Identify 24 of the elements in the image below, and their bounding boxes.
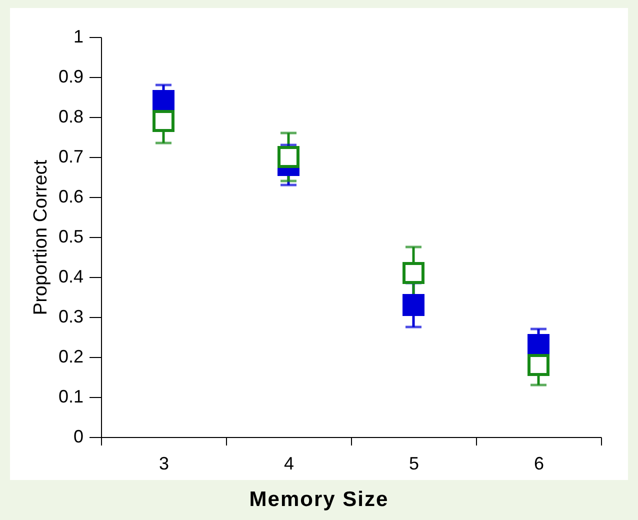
point	[152, 110, 174, 132]
x-axis-title: Memory Size	[248, 488, 390, 512]
y-tick-label: 0.7	[58, 146, 84, 166]
y-tick-label: 0.4	[58, 266, 84, 286]
y-tick-label: 0.8	[58, 106, 84, 126]
point	[528, 334, 550, 356]
x-tick-label: 5	[408, 454, 420, 474]
y-tick-label: 1	[73, 26, 84, 46]
y-tick-label: 0.3	[58, 306, 84, 326]
x-tick-label: 6	[534, 454, 544, 474]
y-tick-label: 0.5	[58, 226, 84, 246]
y-tick-label: 0.1	[58, 386, 84, 406]
y-tick-label: 0.6	[58, 186, 84, 206]
point	[278, 146, 300, 168]
point	[528, 354, 550, 376]
x-tick-label: 4	[284, 454, 294, 474]
point	[402, 294, 424, 316]
y-tick-label: 0	[73, 426, 84, 446]
x-tick-label: 3	[158, 454, 170, 474]
point	[402, 262, 424, 284]
y-axis-title: Proportion Correct	[30, 159, 52, 316]
y-tick-label: 0.2	[58, 346, 84, 366]
point	[152, 90, 174, 112]
y-tick-label: 0.9	[58, 66, 84, 86]
